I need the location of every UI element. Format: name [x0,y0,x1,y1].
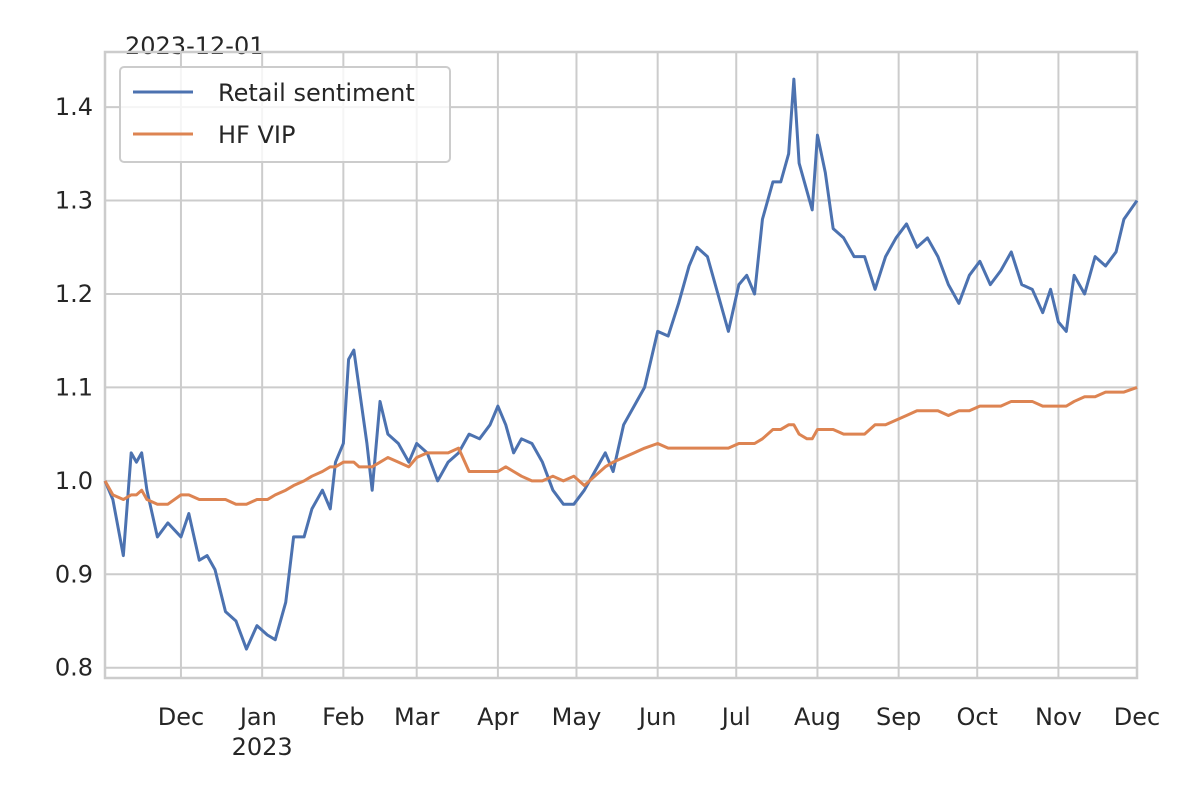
line [103,77,1139,651]
x-tick-label: Mar [394,703,439,731]
y-tick-label: 1.3 [55,187,93,215]
legend-label: HF VIP [218,121,295,149]
x-tick-label: Jun [637,703,677,731]
x-tick-label: Jul [720,703,751,731]
y-tick-label: 0.8 [55,654,93,682]
plot-frame [103,50,1139,680]
x-tick-label: Dec [158,703,204,731]
x-tick-label: Dec [1114,703,1160,731]
x-tick-label: May [552,703,602,731]
y-tick-label: 0.9 [55,560,93,588]
x-tick-label: Nov [1035,703,1082,731]
y-tick-label: 1.1 [55,373,93,401]
x-tick-label: Oct [956,703,998,731]
y-tick-label: 1.2 [55,280,93,308]
y-tick-label: 1.4 [55,93,93,121]
x-tick-label: Jan 2023 [232,703,293,761]
y-tick-label: 1.0 [55,467,93,495]
line [103,386,1138,506]
x-tick-label: Aug [794,703,841,731]
legend-label: Retail sentiment [218,79,415,107]
x-tick-label: Sep [876,703,921,731]
x-tick-label: Apr [477,703,519,731]
offset-label: 2023-12-01 [125,32,264,60]
x-tick-label: Feb [322,703,365,731]
legend: Retail sentiment HF VIP [119,66,451,163]
legend-box [119,66,451,163]
